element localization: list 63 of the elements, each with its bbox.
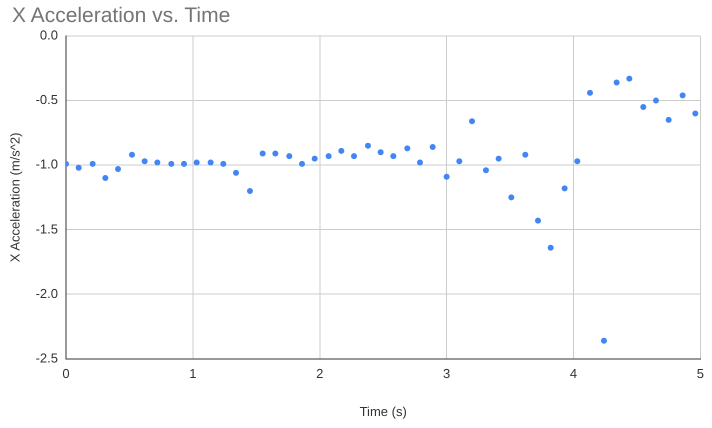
point	[496, 156, 502, 162]
point	[508, 194, 514, 200]
point	[430, 144, 436, 150]
point	[680, 92, 686, 98]
x-axis-title: Time (s)	[360, 404, 407, 419]
point	[246, 188, 253, 194]
y-tick-label: 0.0	[40, 28, 58, 43]
point	[298, 160, 305, 167]
point	[154, 160, 160, 166]
point	[233, 170, 240, 176]
point	[220, 160, 226, 167]
point	[548, 244, 554, 251]
point	[312, 156, 318, 162]
point	[666, 116, 672, 123]
point	[115, 166, 122, 172]
point	[562, 185, 568, 192]
point	[482, 167, 489, 174]
point	[416, 160, 423, 166]
point	[326, 153, 332, 160]
point	[208, 160, 214, 166]
point	[180, 160, 187, 167]
point	[351, 153, 358, 160]
point	[364, 142, 371, 149]
point	[614, 79, 620, 86]
point	[90, 160, 96, 167]
point	[640, 104, 646, 110]
point	[626, 76, 632, 82]
point	[168, 160, 174, 167]
point	[587, 90, 593, 96]
point	[652, 98, 659, 104]
y-tick-label: -2.0	[36, 286, 58, 301]
point	[142, 158, 148, 164]
x-tick-label: 0	[62, 366, 70, 382]
point	[574, 158, 580, 164]
x-tick-label: 1	[189, 366, 196, 382]
x-tick-label: 5	[696, 366, 704, 382]
point	[404, 145, 410, 152]
point	[338, 148, 344, 154]
x-tick-label: 3	[443, 366, 450, 382]
point	[260, 150, 266, 156]
point	[534, 218, 541, 224]
point	[600, 338, 607, 344]
point	[456, 158, 462, 164]
y-tick-label: -1.5	[36, 221, 58, 236]
point	[390, 153, 396, 160]
point	[128, 152, 135, 158]
point	[692, 110, 698, 116]
point	[378, 149, 384, 156]
y-axis-title: X Acceleration (m/s^2)	[7, 132, 22, 262]
point	[444, 174, 450, 180]
y-tick-label: -0.5	[36, 92, 58, 108]
point	[522, 152, 528, 158]
point	[194, 160, 200, 166]
point	[469, 118, 476, 124]
y-tick-label: -1.0	[36, 156, 58, 172]
chart-title: X Acceleration vs. Time	[12, 4, 230, 28]
point	[286, 153, 292, 160]
point	[102, 175, 108, 182]
x-tick-label: 4	[570, 366, 578, 382]
point	[272, 150, 278, 156]
point	[76, 164, 82, 171]
x-tick-label: 2	[316, 366, 324, 382]
y-tick-label: -2.5	[36, 350, 58, 366]
